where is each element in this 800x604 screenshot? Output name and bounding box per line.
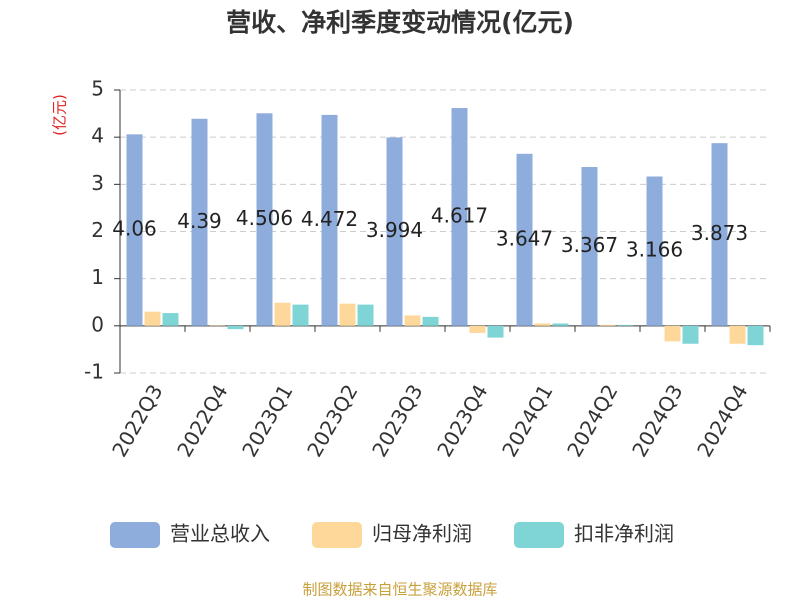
x-tick-label: 2024Q2: [562, 380, 622, 461]
data-label: 4.617: [431, 203, 488, 227]
x-tick-label: 2024Q4: [692, 380, 752, 461]
bar: [683, 326, 699, 344]
source-note: 制图数据来自恒生聚源数据库: [302, 581, 497, 599]
legend-swatch: [514, 522, 564, 548]
y-tick-label: 1: [91, 265, 104, 289]
bar: [535, 323, 551, 325]
y-tick-label: -1: [84, 360, 104, 384]
y-tick-label: 4: [91, 124, 104, 148]
legend-swatch: [110, 522, 160, 548]
data-label: 4.472: [301, 207, 358, 231]
legend-label: 扣非净利润: [574, 522, 674, 546]
x-tick-label: 2022Q4: [172, 380, 232, 461]
bar: [553, 323, 569, 325]
bar: [163, 313, 179, 326]
bar: [470, 326, 486, 333]
bar: [275, 303, 291, 326]
bar: [340, 304, 356, 326]
x-tick-label: 2023Q3: [367, 380, 427, 461]
bar: [423, 317, 439, 326]
bar: [600, 325, 616, 326]
bar: [228, 326, 244, 329]
data-label: 3.873: [691, 221, 748, 245]
data-label: 4.39: [177, 209, 222, 233]
data-label: 3.647: [496, 226, 553, 250]
legend-swatch: [312, 522, 362, 548]
y-axis-label: (亿元): [51, 94, 69, 136]
x-tick-label: 2024Q1: [497, 380, 557, 461]
bar: [665, 326, 681, 342]
chart-title: 营收、净利季度变动情况(亿元): [226, 8, 574, 37]
legend-label: 归母净利润: [372, 522, 472, 546]
data-label: 3.994: [366, 218, 423, 242]
bar: [730, 326, 746, 344]
bar: [405, 315, 421, 325]
y-tick-label: 2: [91, 218, 104, 242]
x-tick-label: 2024Q3: [627, 380, 687, 461]
y-tick-label: 5: [91, 77, 104, 101]
y-tick-label: 3: [91, 171, 104, 195]
bar: [618, 325, 634, 326]
x-tick-label: 2023Q4: [432, 380, 492, 461]
bar: [748, 326, 764, 345]
legend-label: 营业总收入: [170, 522, 270, 546]
bar: [293, 305, 309, 326]
data-label: 3.367: [561, 233, 618, 257]
data-label: 4.506: [236, 206, 293, 230]
data-label: 4.06: [112, 217, 157, 241]
x-tick-label: 2022Q3: [107, 380, 167, 461]
bar: [358, 305, 374, 326]
x-tick-label: 2023Q1: [237, 380, 297, 461]
bar: [488, 326, 504, 338]
data-label: 3.166: [626, 238, 683, 262]
x-tick-label: 2023Q2: [302, 380, 362, 461]
bar: [145, 312, 161, 326]
y-tick-label: 0: [91, 312, 104, 336]
